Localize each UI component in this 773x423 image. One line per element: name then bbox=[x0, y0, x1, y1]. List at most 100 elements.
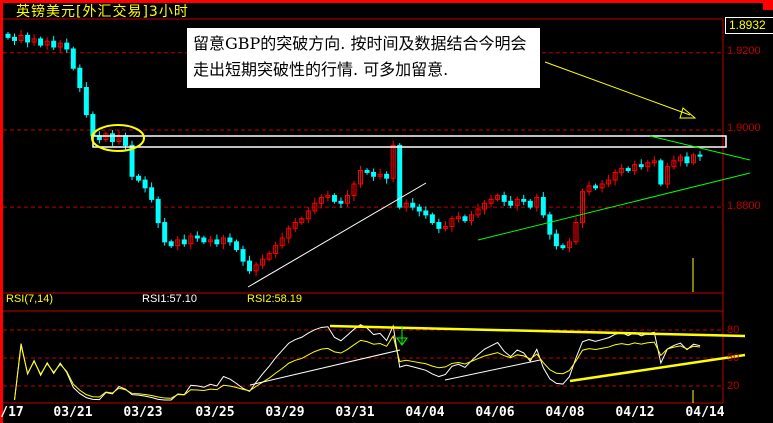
last-price: 1.8932 bbox=[725, 17, 773, 34]
candle-up bbox=[664, 166, 670, 185]
candle-down bbox=[416, 206, 422, 212]
candle-up bbox=[57, 42, 63, 48]
candle-up bbox=[449, 218, 455, 227]
rsi-support-line bbox=[569, 353, 746, 383]
candle-down bbox=[560, 245, 566, 249]
arrow-down-icon bbox=[396, 337, 408, 346]
candle-down bbox=[240, 249, 246, 262]
candle-up bbox=[475, 208, 481, 216]
left-border bbox=[0, 0, 3, 423]
candle-up bbox=[579, 191, 585, 224]
candle-down bbox=[436, 222, 442, 229]
candle-up bbox=[671, 160, 677, 168]
candle-up bbox=[273, 245, 279, 254]
candle-down bbox=[233, 241, 239, 251]
rsi-tick: 50 bbox=[727, 352, 740, 364]
candle-up bbox=[612, 171, 618, 181]
candle-down bbox=[508, 200, 514, 206]
candle-up bbox=[207, 239, 213, 243]
candle-down bbox=[501, 195, 507, 202]
candle-up bbox=[266, 252, 272, 260]
candle-up bbox=[514, 198, 520, 206]
candle-up bbox=[599, 183, 605, 189]
candle-down bbox=[247, 260, 253, 272]
candle-up bbox=[344, 195, 350, 204]
candle-down bbox=[181, 239, 187, 245]
annotation-note: 留意GBP的突破方向. 按时间及数据结合今明会走出短期突破性的行情. 可多加留意… bbox=[187, 28, 540, 88]
rsi-tick: 80 bbox=[727, 324, 740, 336]
candle-up bbox=[566, 241, 572, 249]
x-tick: 03/29 bbox=[265, 405, 305, 420]
candle-up bbox=[31, 38, 37, 43]
candle-down bbox=[423, 210, 429, 216]
candle-down bbox=[77, 67, 83, 89]
candle-down bbox=[51, 40, 57, 48]
candle-up bbox=[305, 210, 311, 220]
trendline-lower bbox=[477, 172, 751, 241]
candle-down bbox=[149, 187, 155, 200]
candle-down bbox=[331, 195, 337, 202]
candle-down bbox=[547, 214, 553, 235]
candle-down bbox=[658, 160, 664, 185]
rsi1-line bbox=[14, 324, 701, 401]
candle-down bbox=[384, 173, 390, 179]
candle-up bbox=[606, 179, 612, 185]
trendline-upper bbox=[649, 135, 751, 161]
candle-down bbox=[162, 222, 168, 243]
candle-down bbox=[540, 196, 546, 216]
candle-down bbox=[227, 237, 233, 243]
candle-up bbox=[469, 214, 475, 222]
y-tick: 1.9200 bbox=[727, 45, 761, 57]
candle-down bbox=[129, 144, 135, 177]
candle-down bbox=[201, 237, 207, 243]
candle-down bbox=[136, 175, 142, 181]
candle-up bbox=[390, 144, 396, 179]
candle-down bbox=[697, 154, 703, 157]
candle-up bbox=[495, 195, 501, 200]
candle-down bbox=[214, 239, 220, 245]
x-tick: 04/04 bbox=[405, 405, 445, 420]
chart-title: 英镑美元[外汇交易]3小时 bbox=[16, 4, 189, 20]
x-tick: 03/31 bbox=[335, 405, 375, 420]
candle-down bbox=[123, 135, 129, 146]
candle-down bbox=[553, 233, 559, 247]
candle-up bbox=[188, 235, 194, 245]
top-border bbox=[0, 0, 773, 3]
trendline-support bbox=[247, 182, 427, 288]
candle-up bbox=[286, 227, 292, 239]
candle-up bbox=[455, 216, 461, 220]
resistance-box bbox=[92, 135, 727, 148]
candle-down bbox=[527, 200, 533, 208]
x-tick: 03/23 bbox=[123, 405, 163, 420]
candle-down bbox=[625, 168, 631, 171]
candle-up bbox=[312, 202, 318, 212]
candle-down bbox=[593, 185, 599, 189]
candle-up bbox=[260, 258, 266, 266]
candle-down bbox=[25, 34, 31, 43]
rsi2-line bbox=[14, 334, 701, 401]
arrow-head-icon bbox=[679, 107, 697, 119]
candle-down bbox=[338, 200, 344, 204]
candle-down bbox=[70, 48, 76, 69]
x-tick: 03/25 bbox=[195, 405, 235, 420]
window-control[interactable] bbox=[763, 0, 773, 10]
candle-down bbox=[371, 171, 377, 177]
candle-down bbox=[638, 164, 644, 168]
candle-down bbox=[38, 38, 44, 46]
candle-up bbox=[586, 185, 592, 193]
candle-up bbox=[534, 196, 540, 208]
rsi-tick: 20 bbox=[727, 380, 740, 392]
candle-up bbox=[403, 202, 409, 208]
candle-up bbox=[253, 264, 259, 272]
y-tick: 1.9000 bbox=[727, 122, 761, 134]
candle-up bbox=[325, 195, 331, 198]
candle-down bbox=[462, 216, 468, 222]
candle-up bbox=[292, 222, 298, 229]
candle-up bbox=[175, 239, 181, 247]
candle-up bbox=[279, 237, 285, 247]
rsi1-value: RSI1:57.10 bbox=[142, 293, 198, 305]
candle-down bbox=[109, 133, 115, 143]
candle-down bbox=[168, 241, 174, 247]
candle-down bbox=[194, 235, 200, 239]
